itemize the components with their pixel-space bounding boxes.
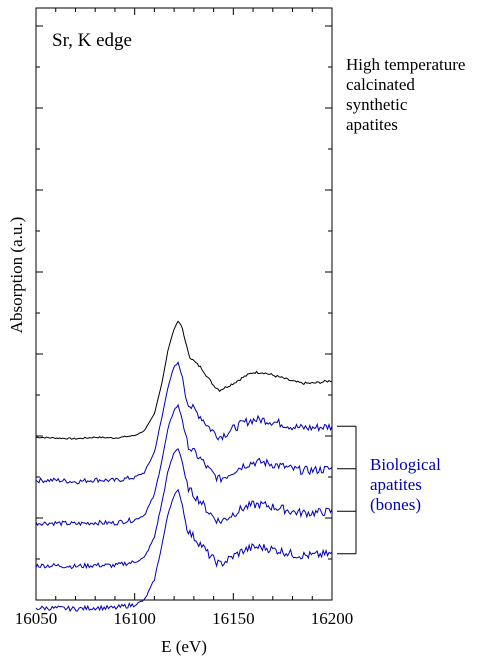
annotation-line: High temperature	[346, 55, 465, 74]
annotation-line: apatites	[346, 115, 398, 134]
series-biological-line-2	[35, 403, 333, 527]
annotation-synthetic-apatites: High temperaturecalcinatedsyntheticapati…	[346, 55, 465, 134]
annotation-line: synthetic	[346, 95, 408, 114]
plot-frame	[35, 7, 333, 601]
annotation-line: Biological	[370, 455, 441, 474]
biological-bracket	[337, 425, 357, 555]
y-axis-label: Absorption (a.u.)	[7, 217, 26, 334]
x-tick-label: 16200	[311, 609, 354, 628]
series-biological-line-1	[35, 361, 333, 485]
series-biological-line-3	[35, 448, 333, 570]
spectra	[35, 320, 333, 613]
annotation-line: calcinated	[346, 75, 415, 94]
chart-title: Sr, K edge	[52, 30, 132, 51]
series-biological-line-4	[35, 488, 333, 613]
x-tick-label: 16150	[212, 609, 255, 628]
annotation-line: apatites	[370, 475, 422, 494]
x-tick-label: 16100	[113, 609, 156, 628]
x-axis-label: E (eV)	[161, 637, 207, 656]
x-tick-labels: 16050 16100 16150 16200	[15, 609, 354, 628]
annotation-line: (bones)	[370, 495, 421, 514]
axis-ticks	[35, 8, 333, 601]
x-tick-label: 16050	[15, 609, 58, 628]
series-synthetic-line	[35, 320, 333, 440]
